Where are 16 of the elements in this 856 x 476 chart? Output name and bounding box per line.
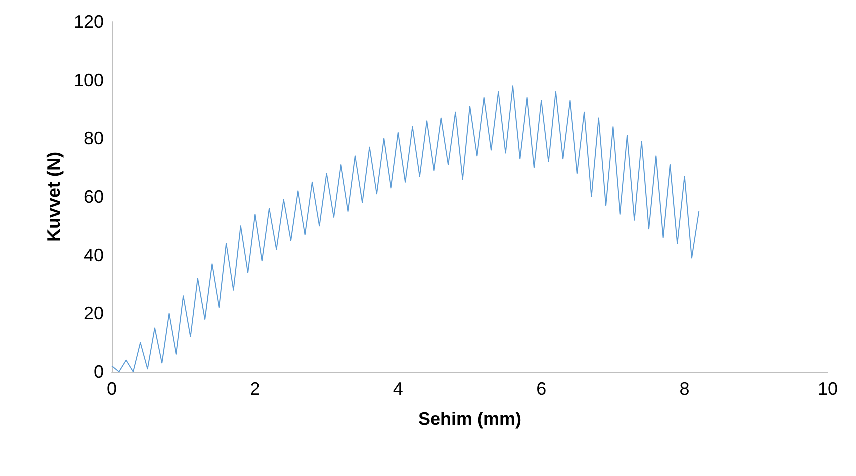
x-axis-title: Sehim (mm) (418, 409, 522, 429)
y-tick-label: 40 (84, 245, 104, 266)
x-tick-label: 8 (680, 379, 690, 399)
y-tick-label: 20 (84, 304, 104, 324)
y-tick-label: 0 (94, 362, 104, 382)
x-tick-label: 6 (536, 379, 547, 399)
y-tick-label: 60 (84, 187, 104, 207)
y-tick-label: 100 (74, 70, 104, 90)
line-series (112, 86, 700, 372)
y-tick-label: 120 (74, 12, 104, 32)
x-tick-label: 2 (250, 379, 260, 399)
y-tick-label: 80 (84, 128, 104, 149)
x-tick-label: 10 (818, 379, 838, 399)
y-axis-title: Kuvvet (N) (44, 152, 64, 242)
x-tick-label: 4 (393, 379, 404, 399)
x-tick-label: 0 (106, 379, 118, 399)
